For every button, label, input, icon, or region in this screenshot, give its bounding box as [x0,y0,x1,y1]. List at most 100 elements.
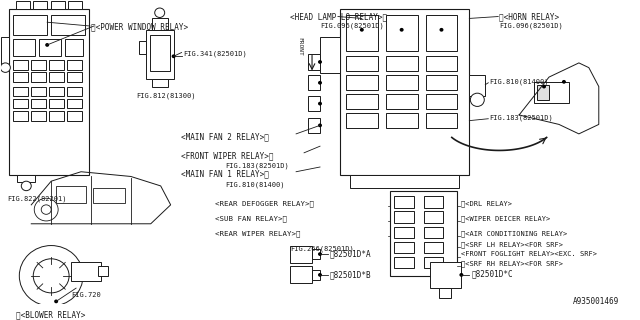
Text: ③82501D*C: ③82501D*C [471,269,513,278]
Circle shape [318,273,322,277]
Bar [139,41,146,54]
Text: <MAIN FAN 2 RELAY>②: <MAIN FAN 2 RELAY>② [180,132,269,141]
Bar [346,113,378,128]
Circle shape [318,60,322,64]
Bar [67,87,82,96]
Bar [390,191,458,276]
Bar [386,113,417,128]
Bar [394,242,413,253]
Bar [469,75,485,96]
Bar [308,118,320,133]
Circle shape [172,54,175,58]
Text: FIG.720: FIG.720 [71,292,101,298]
Text: <SUB FAN RELAY>①: <SUB FAN RELAY>① [216,215,287,222]
Text: <REAR DEFOGGER RELAY>①: <REAR DEFOGGER RELAY>① [216,200,314,207]
Circle shape [318,252,322,256]
Text: ③<BLOWER RELAY>: ③<BLOWER RELAY> [17,311,86,320]
Circle shape [542,85,546,88]
Circle shape [1,63,10,72]
Circle shape [45,43,49,47]
Bar [13,60,28,69]
Text: FIG.810(81400): FIG.810(81400) [225,181,285,188]
Bar [426,75,458,90]
Bar [56,186,86,203]
Bar [31,60,46,69]
Bar [31,87,46,96]
Circle shape [21,181,31,191]
Circle shape [318,81,322,85]
Bar [424,227,444,238]
Bar [394,196,413,208]
Bar [49,111,64,121]
Circle shape [470,93,484,107]
Bar [13,39,35,56]
Bar [13,15,47,36]
Text: FIG.266(82501D): FIG.266(82501D) [290,245,354,252]
Text: <FRONT WIPER RELAY>③: <FRONT WIPER RELAY>③ [180,151,273,160]
Bar [152,79,168,87]
Bar [67,99,82,108]
Bar [150,36,170,71]
Text: ②82501D*B: ②82501D*B [330,270,372,279]
Bar [340,9,469,175]
Text: ①<SRF LH RELAY><FOR SRF>: ①<SRF LH RELAY><FOR SRF> [461,242,563,248]
Bar [290,245,312,263]
Text: FRONT: FRONT [298,37,303,56]
Text: FIG.822(82201): FIG.822(82201) [8,196,67,202]
Bar [426,94,458,109]
Bar [394,212,413,223]
Text: ①82501D*A: ①82501D*A [330,249,372,258]
Bar [67,72,82,82]
Text: ①<POWER WINDOW RELAY>: ①<POWER WINDOW RELAY> [91,22,188,31]
Bar [346,56,378,71]
Bar [424,257,444,268]
Bar [68,1,82,9]
Text: <REAR WIPER RELAY>②: <REAR WIPER RELAY>② [216,230,301,237]
Bar [426,15,458,51]
Bar [346,94,378,109]
Bar [17,1,30,9]
Circle shape [460,273,463,277]
Bar [308,54,320,69]
Circle shape [360,28,364,32]
Bar [386,75,417,90]
Circle shape [318,124,322,127]
Circle shape [35,198,58,221]
Bar [346,15,378,51]
Text: <FRONT FOGLIGHT RELAY><EXC. SRF>: <FRONT FOGLIGHT RELAY><EXC. SRF> [461,251,597,257]
Bar [1,37,10,64]
Text: FIG.183(82501D): FIG.183(82501D) [225,162,289,169]
Bar [13,87,28,96]
Bar [534,82,569,103]
Bar [93,188,125,203]
Bar [386,15,417,51]
Bar [424,212,444,223]
Bar [320,37,340,73]
Bar [33,1,47,9]
Bar [49,99,64,108]
Bar [49,87,64,96]
Bar [424,242,444,253]
Text: FIG.183(82501D): FIG.183(82501D) [489,115,553,122]
Bar [308,96,320,111]
Bar [31,111,46,121]
Text: FIG.812(81300): FIG.812(81300) [136,92,195,99]
Circle shape [562,80,566,84]
Bar [386,56,417,71]
Bar [312,270,320,280]
Bar [10,9,89,175]
Circle shape [399,28,404,32]
Text: ①<HORN RELAY>: ①<HORN RELAY> [499,13,559,22]
Bar [67,60,82,69]
Bar [17,175,35,182]
Text: A935001469: A935001469 [572,297,619,306]
Bar [49,72,64,82]
Circle shape [41,205,51,214]
Circle shape [54,300,58,303]
Bar [13,99,28,108]
Circle shape [440,28,444,32]
Bar [290,266,312,284]
Text: ①<DRL RELAY>: ①<DRL RELAY> [461,200,513,207]
Bar [426,113,458,128]
Bar [146,30,173,79]
